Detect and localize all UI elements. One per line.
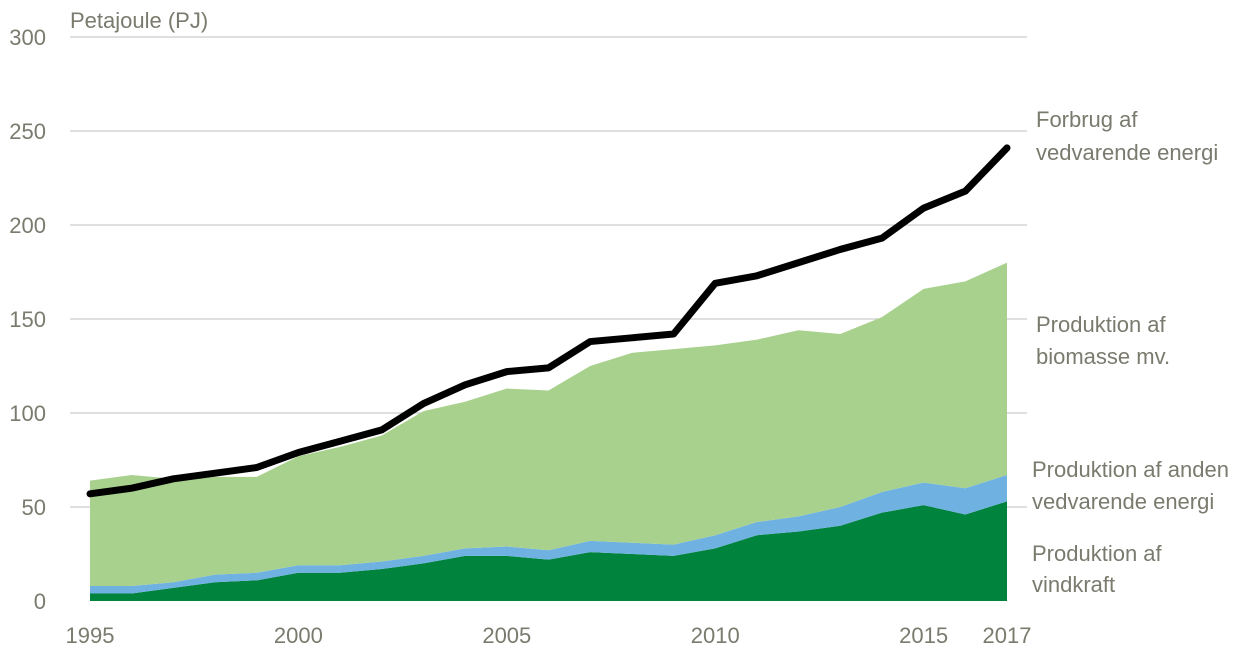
x-tick-2017: 2017 bbox=[983, 623, 1032, 648]
x-tick-2010: 2010 bbox=[691, 623, 740, 648]
area-wind bbox=[90, 501, 1007, 601]
y-tick-0: 0 bbox=[34, 589, 46, 614]
label-wind-line2: vindkraft bbox=[1032, 572, 1115, 597]
x-tick-2005: 2005 bbox=[482, 623, 531, 648]
label-biomass-line2: biomasse mv. bbox=[1036, 344, 1170, 369]
y-tick-250: 250 bbox=[9, 119, 46, 144]
stacked-areas bbox=[90, 262, 1007, 601]
area-biomass bbox=[90, 262, 1007, 586]
label-consumption-line2: vedvarende energi bbox=[1036, 140, 1218, 165]
label-consumption-line1: Forbrug af bbox=[1036, 107, 1138, 132]
x-tick-2000: 2000 bbox=[274, 623, 323, 648]
label-biomass-line1: Produktion af bbox=[1036, 312, 1167, 337]
line-consumption bbox=[86, 144, 1011, 498]
y-tick-50: 50 bbox=[22, 495, 46, 520]
y-tick-100: 100 bbox=[9, 401, 46, 426]
y-axis-label: Petajoule (PJ) bbox=[70, 8, 208, 33]
y-tick-300: 300 bbox=[9, 25, 46, 50]
label-other-line1: Produktion af anden bbox=[1032, 457, 1229, 482]
x-tick-2015: 2015 bbox=[899, 623, 948, 648]
y-tick-150: 150 bbox=[9, 307, 46, 332]
consumption-line-group bbox=[86, 144, 1011, 498]
x-axis-ticks: 1995 2000 2005 2010 2015 2017 bbox=[66, 623, 1032, 648]
area-other-renewable bbox=[90, 475, 1007, 594]
label-other-line2: vedvarende energi bbox=[1032, 489, 1214, 514]
x-tick-1995: 1995 bbox=[66, 623, 115, 648]
y-tick-200: 200 bbox=[9, 213, 46, 238]
label-wind-line1: Produktion af bbox=[1032, 541, 1163, 566]
y-axis-ticks: 0 50 100 150 200 250 300 bbox=[9, 25, 46, 614]
